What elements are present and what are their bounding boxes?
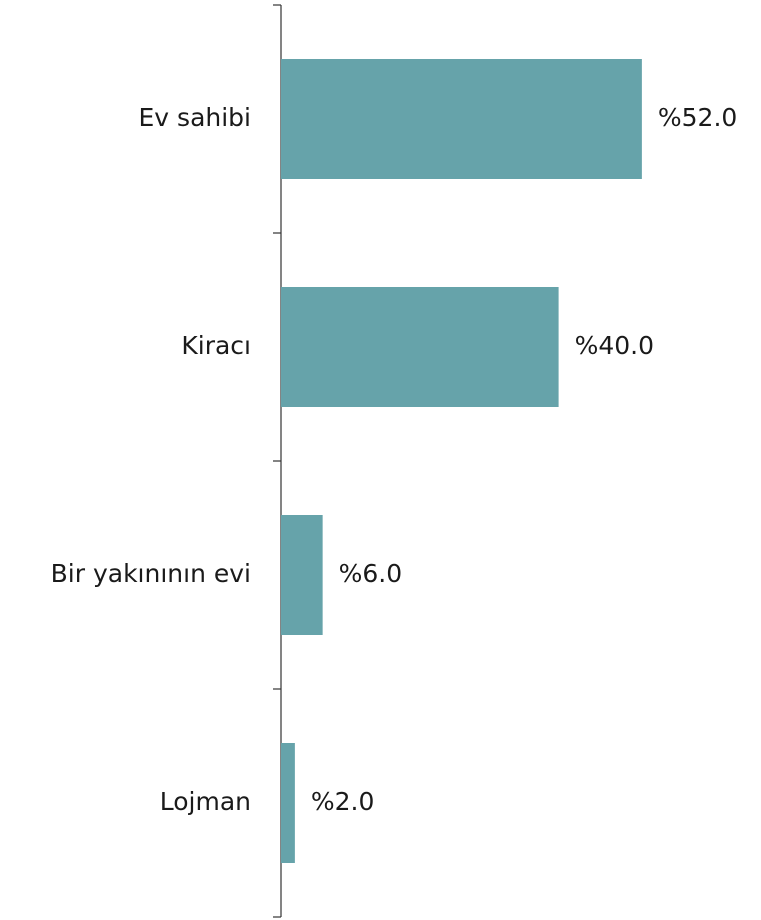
y-tick-label: Lojman xyxy=(160,787,251,816)
bar xyxy=(281,743,295,863)
y-tick-label: Ev sahibi xyxy=(139,103,252,132)
value-label: %52.0 xyxy=(658,103,737,132)
bar xyxy=(281,515,323,635)
value-label: %6.0 xyxy=(339,559,403,588)
y-tick-label: Bir yakınının evi xyxy=(51,559,251,588)
value-label: %2.0 xyxy=(311,787,375,816)
bar xyxy=(281,287,559,407)
y-tick-label: Kiracı xyxy=(181,331,251,360)
bar xyxy=(281,59,642,179)
value-label: %40.0 xyxy=(575,331,654,360)
